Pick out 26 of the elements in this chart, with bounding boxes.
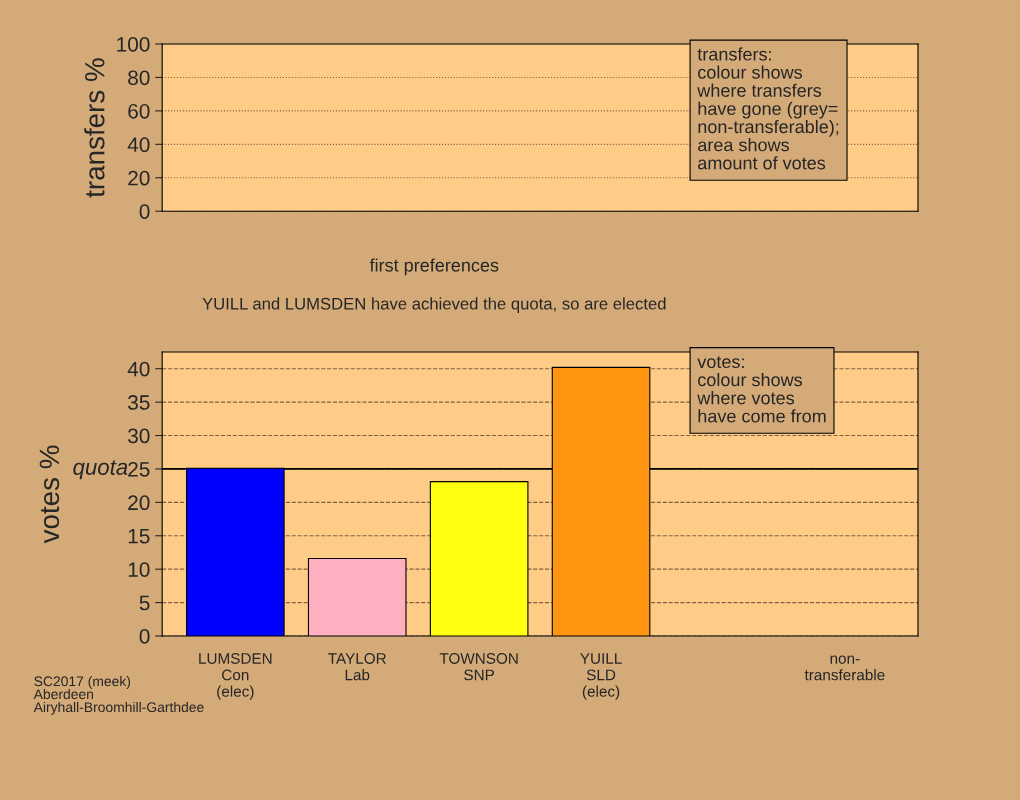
y-axis-title: votes % [39,445,60,544]
annotation: transfers: colour shows where transfers have gone (grey= non-transferable); area shows amount of votes [697,47,839,170]
y-tick-label: 40 [127,137,150,153]
y-axis-title: transfers % [84,58,105,198]
y-tick-label: 0 [139,629,150,644]
chart-subtitle: YUILL and LUMSDEN have achieved the quota, so are elected [202,297,666,313]
annotation: votes: colour shows where votes have come from [697,356,826,423]
x-tick-label: non- transferable [804,655,885,681]
y-tick-label: 20 [128,495,150,511]
y-tick-label: 60 [128,103,150,119]
y-tick-label: 35 [128,395,150,410]
y-tick-label: 80 [128,70,150,86]
y-tick-label: 0 [139,204,150,219]
y-tick-label: 30 [128,428,150,444]
y-tick-label: 15 [128,528,150,544]
y-tick-label: 25 [128,461,150,477]
y-tick-label: 5 [139,595,150,611]
chart-title: first preferences [369,258,499,276]
y-tick-label: 20 [128,170,150,186]
y-tick-label: 100 [117,37,150,52]
x-tick-label: YUILL SLD (elec) [580,653,622,700]
y-tick-label: 10 [128,562,150,577]
ref-line-label: quota [73,460,128,480]
y-tick-label: 40 [127,361,150,377]
x-tick-label: TOWNSON SNP [439,653,518,681]
x-tick-label: TAYLOR Lab [328,653,386,681]
